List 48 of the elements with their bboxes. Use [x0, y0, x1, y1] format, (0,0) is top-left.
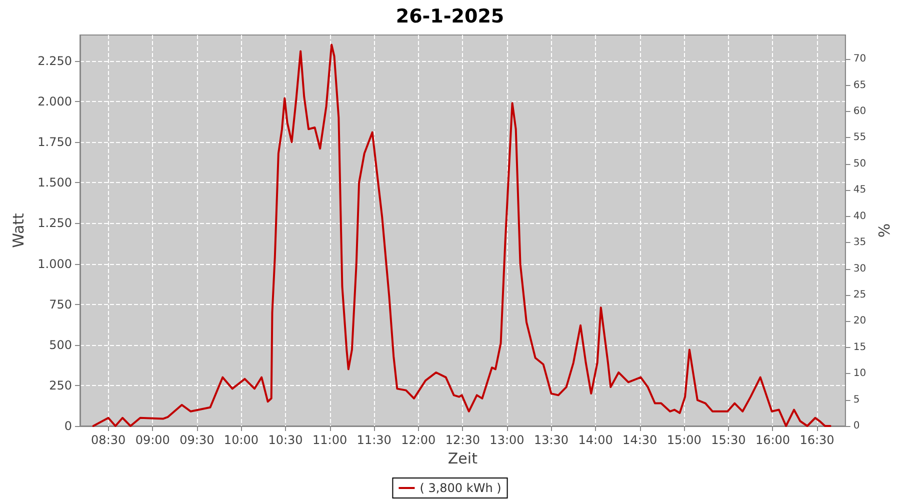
- x-tick-label: 11:00: [312, 433, 348, 447]
- x-tick-label: 09:00: [135, 433, 170, 447]
- x-tick-label: 15:30: [711, 433, 746, 447]
- y2-tick-label: 55: [853, 132, 866, 144]
- y2-tick-label: 70: [853, 54, 866, 65]
- x-tick-label: 10:30: [268, 433, 303, 447]
- y-axis-title: Watt: [10, 212, 28, 248]
- y2-tick-label: 35: [853, 237, 866, 248]
- x-tick-label: 16:30: [800, 433, 834, 447]
- y2-tick-label: 20: [853, 316, 866, 327]
- x-axis-title: Zeit: [448, 449, 478, 468]
- x-tick-label: 08:30: [91, 433, 126, 447]
- y2-tick-label: 40: [853, 210, 866, 222]
- x-tick-label: 10:00: [224, 433, 259, 447]
- x-tick-label: 13:00: [490, 433, 524, 447]
- line-series: [92, 44, 832, 427]
- y-tick-label: 2.000: [38, 94, 72, 109]
- x-tick-label: 15:00: [666, 433, 702, 447]
- y-tick-label: 2.250: [38, 54, 72, 68]
- y-tick-label: 1.750: [38, 135, 72, 150]
- x-tick-label: 13:30: [534, 433, 569, 447]
- y2-axis-title: %: [876, 223, 894, 238]
- y2-tick-label: 65: [853, 80, 866, 91]
- x-tick-label: 14:30: [622, 433, 658, 447]
- x-tick-label: 12:30: [445, 433, 480, 447]
- x-tick-label: 14:00: [578, 433, 613, 447]
- y2-tick-label: 0: [853, 420, 860, 432]
- legend-label: ( 3,800 kWh ): [420, 481, 502, 495]
- y-tick-label: 0: [64, 419, 72, 433]
- y-tick-label: 750: [49, 297, 72, 312]
- x-tick-label: 11:30: [356, 433, 392, 447]
- y-tick-label: 1.250: [38, 216, 72, 230]
- y2-tick-label: 30: [853, 263, 866, 274]
- x-tick-label: 16:00: [755, 433, 790, 447]
- y-tick-label: 1.500: [38, 176, 72, 190]
- y2-tick-label: 10: [853, 368, 866, 380]
- chart-title: 26-1-2025: [396, 6, 504, 28]
- y-tick-label: 500: [49, 338, 72, 352]
- y2-tick-label: 50: [853, 158, 866, 170]
- x-tick-label: 09:30: [180, 433, 214, 447]
- y2-tick-label: 60: [853, 106, 866, 118]
- y-tick-label: 1.000: [38, 256, 72, 271]
- y2-tick-label: 25: [853, 289, 866, 300]
- y2-tick-label: 45: [853, 184, 866, 196]
- y2-tick-label: 5: [853, 394, 860, 406]
- x-tick-label: 12:00: [401, 433, 436, 447]
- y-tick-label: 250: [49, 378, 72, 392]
- y2-tick-label: 15: [853, 342, 866, 353]
